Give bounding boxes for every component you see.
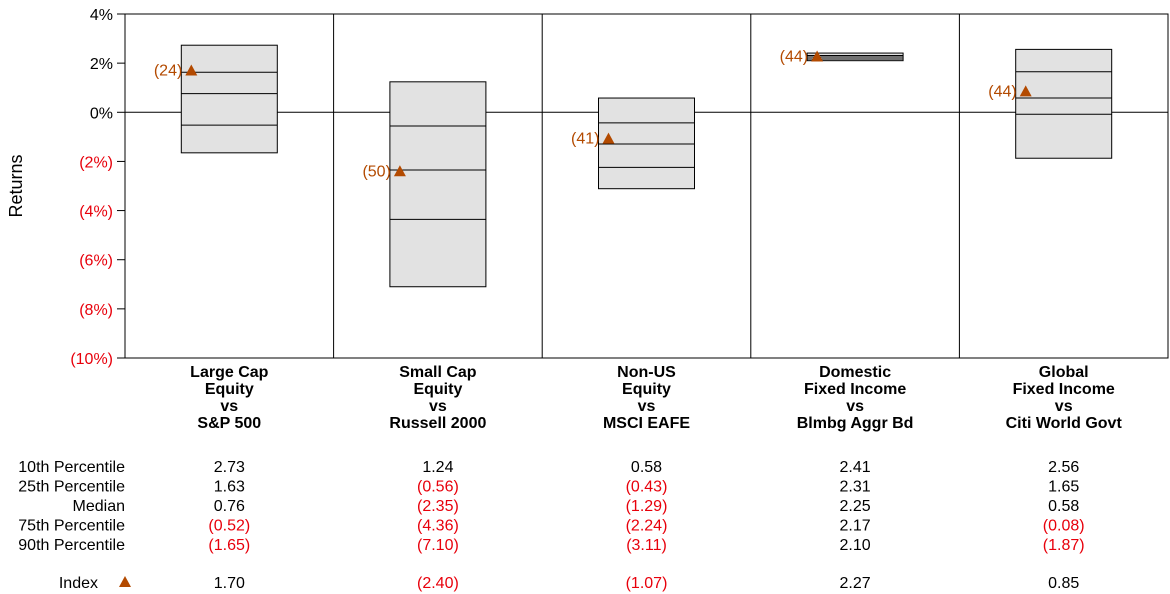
index-rank-label: (44) — [780, 49, 808, 66]
y-tick-label: (6%) — [79, 253, 113, 270]
percentile-value: (4.36) — [417, 518, 459, 535]
index-value: 2.27 — [840, 575, 871, 592]
index-value: (2.40) — [417, 575, 459, 592]
percentile-value: 1.65 — [1048, 479, 1079, 496]
y-tick-label: 2% — [90, 56, 113, 73]
y-tick-label: (4%) — [79, 204, 113, 221]
index-rank-label: (24) — [154, 63, 182, 80]
percentile-value: (0.08) — [1043, 518, 1085, 535]
category-label: Equity — [622, 381, 671, 398]
index-rank-label: (50) — [362, 163, 390, 180]
category-label: Small Cap — [399, 364, 477, 381]
percentile-value: 2.73 — [214, 459, 245, 476]
percentile-value: (1.29) — [626, 498, 668, 515]
category-label: vs — [220, 398, 238, 415]
percentile-value: (1.65) — [208, 537, 250, 554]
category-label: Russell 2000 — [389, 415, 486, 432]
percentile-row-label: Median — [73, 498, 125, 515]
percentile-value: (3.11) — [626, 537, 667, 554]
category-label: Large Cap — [190, 364, 268, 381]
category-label: Equity — [205, 381, 254, 398]
category-label: Global — [1039, 364, 1089, 381]
percentile-box — [180, 44, 278, 154]
percentile-value: 0.58 — [631, 459, 662, 476]
category-label: vs — [846, 398, 864, 415]
index-marker — [811, 50, 824, 62]
category-label: Fixed Income — [1013, 381, 1115, 398]
index-legend-marker — [119, 576, 131, 587]
category-label: vs — [1055, 398, 1073, 415]
index-value: (1.07) — [626, 575, 668, 592]
category-label: Domestic — [819, 364, 891, 381]
index-rank-label: (41) — [571, 131, 599, 148]
percentile-value: (1.87) — [1043, 537, 1085, 554]
category-label: Fixed Income — [804, 381, 906, 398]
percentile-box — [598, 97, 695, 190]
percentile-value: 2.31 — [840, 479, 871, 496]
category-label: Non-US — [617, 364, 676, 381]
percentile-value: 2.25 — [840, 498, 871, 515]
plot-frame — [124, 13, 1169, 359]
percentile-value: 1.24 — [422, 459, 453, 476]
percentile-value: (0.52) — [208, 518, 250, 535]
index-marker — [1019, 85, 1032, 97]
index-row-label: Index — [59, 575, 98, 592]
percentile-row-label: 10th Percentile — [18, 459, 125, 476]
category-label: Equity — [413, 381, 462, 398]
percentile-value: (0.56) — [417, 479, 459, 496]
percentile-value: 2.56 — [1048, 459, 1079, 476]
percentile-value: 2.17 — [840, 518, 871, 535]
index-marker — [602, 132, 615, 144]
category-label: MSCI EAFE — [603, 415, 690, 432]
percentile-value: (7.10) — [417, 537, 459, 554]
category-label: Citi World Govt — [1006, 415, 1123, 432]
percentile-value: (0.43) — [626, 479, 668, 496]
percentile-box — [389, 81, 487, 288]
percentile-value: 2.10 — [840, 537, 871, 554]
category-label: S&P 500 — [197, 415, 261, 432]
percentile-row-label: 75th Percentile — [18, 518, 125, 535]
y-tick-label: 0% — [90, 105, 113, 122]
y-axis-title: Returns — [6, 154, 26, 217]
percentile-value: (2.35) — [417, 498, 459, 515]
index-marker — [393, 165, 406, 177]
percentile-box — [1015, 48, 1113, 159]
y-tick-label: (8%) — [79, 302, 113, 319]
category-label: Blmbg Aggr Bd — [797, 415, 914, 432]
category-label: vs — [429, 398, 447, 415]
percentile-row-label: 90th Percentile — [18, 537, 125, 554]
category-label: vs — [638, 398, 656, 415]
y-tick-label: (2%) — [79, 154, 113, 171]
y-tick-label: (10%) — [70, 351, 113, 368]
percentile-row-label: 25th Percentile — [18, 479, 125, 496]
index-rank-label: (44) — [988, 83, 1016, 100]
index-marker — [185, 64, 198, 76]
index-value: 1.70 — [214, 575, 245, 592]
percentile-value: (2.24) — [626, 518, 668, 535]
percentile-value: 0.76 — [214, 498, 245, 515]
percentile-value: 2.41 — [840, 459, 871, 476]
percentile-value: 1.63 — [214, 479, 245, 496]
index-value: 0.85 — [1048, 575, 1079, 592]
y-tick-label: 4% — [90, 7, 113, 24]
percentile-value: 0.58 — [1048, 498, 1079, 515]
